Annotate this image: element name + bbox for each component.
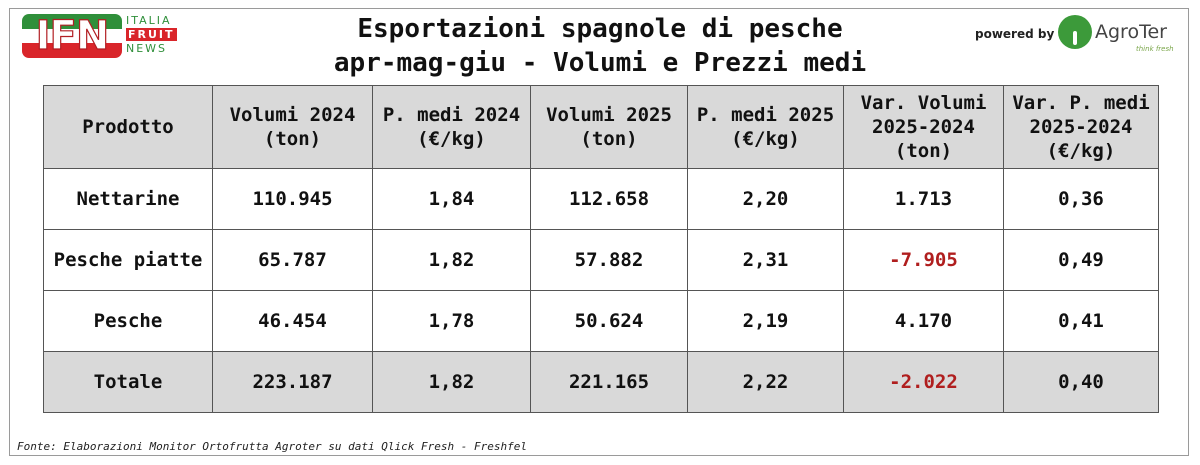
table-cell-negative: -2.022 bbox=[843, 351, 1004, 413]
column-header: Var. Volumi 2025-2024 (ton) bbox=[843, 85, 1004, 169]
column-header: Prodotto bbox=[43, 85, 213, 169]
table-cell: 65.787 bbox=[212, 229, 373, 291]
powered-by-label: powered by bbox=[975, 27, 1055, 41]
table-cell: 110.945 bbox=[212, 168, 373, 230]
product-cell: Pesche bbox=[43, 290, 213, 352]
title-line-2: apr-mag-giu - Volumi e Prezzi medi bbox=[333, 48, 867, 78]
table-cell: 221.165 bbox=[530, 351, 688, 413]
product-cell: Pesche piatte bbox=[43, 229, 213, 291]
ifn-logo: IFN ITALIA FRUIT NEWS bbox=[22, 14, 194, 58]
table-cell: 223.187 bbox=[212, 351, 373, 413]
page-title: Esportazioni spagnole di pesche apr-mag-… bbox=[250, 12, 950, 80]
table-cell-negative: -7.905 bbox=[843, 229, 1004, 291]
table-cell: 2,19 bbox=[687, 290, 844, 352]
table-cell: 0,49 bbox=[1003, 229, 1159, 291]
table-total-row: Totale 223.187 1,82 221.165 2,22 -2.022 … bbox=[43, 351, 1159, 413]
table-cell: 4.170 bbox=[843, 290, 1004, 352]
table-cell: 57.882 bbox=[530, 229, 688, 291]
column-header: P. medi 2024 (€/kg) bbox=[372, 85, 531, 169]
product-cell: Nettarine bbox=[43, 168, 213, 230]
table-cell: 0,41 bbox=[1003, 290, 1159, 352]
table-cell: 112.658 bbox=[530, 168, 688, 230]
column-header: P. medi 2025 (€/kg) bbox=[687, 85, 844, 169]
table-cell: 50.624 bbox=[530, 290, 688, 352]
column-header: Var. P. medi 2025-2024 (€/kg) bbox=[1003, 85, 1159, 169]
table-cell: 2,20 bbox=[687, 168, 844, 230]
table-row: Pesche piatte 65.787 1,82 57.882 2,31 -7… bbox=[43, 229, 1159, 291]
table-cell: 1,82 bbox=[372, 351, 531, 413]
table-cell: 1,84 bbox=[372, 168, 531, 230]
source-note: Fonte: Elaborazioni Monitor Ortofrutta A… bbox=[17, 440, 527, 453]
column-header: Volumi 2024 (ton) bbox=[212, 85, 373, 169]
table-row: Pesche 46.454 1,78 50.624 2,19 4.170 0,4… bbox=[43, 290, 1159, 352]
tree-icon bbox=[1058, 15, 1092, 49]
table-header-row: Prodotto Volumi 2024 (ton) P. medi 2024 (€… bbox=[43, 85, 1159, 169]
product-cell: Totale bbox=[43, 351, 213, 413]
table-row: Nettarine 110.945 1,84 112.658 2,20 1.71… bbox=[43, 168, 1159, 230]
ifn-logo-mark: IFN bbox=[22, 14, 122, 58]
table-cell: 2,31 bbox=[687, 229, 844, 291]
table-cell: 1.713 bbox=[843, 168, 1004, 230]
agroter-name: AgroTer bbox=[1095, 21, 1167, 43]
ifn-logo-letters: IFN bbox=[35, 14, 110, 58]
agroter-logo: AgroTer think fresh bbox=[1058, 15, 1182, 55]
page-frame bbox=[9, 8, 1189, 456]
ifn-logo-text: ITALIA FRUIT NEWS bbox=[126, 14, 196, 56]
table-cell: 1,82 bbox=[372, 229, 531, 291]
table-cell: 0,36 bbox=[1003, 168, 1159, 230]
agroter-tagline: think fresh bbox=[1136, 45, 1174, 53]
table-cell: 46.454 bbox=[212, 290, 373, 352]
ifn-logo-line2: FRUIT bbox=[126, 28, 177, 41]
export-table: Prodotto Volumi 2024 (ton) P. medi 2024 (€… bbox=[43, 85, 1159, 413]
table-cell: 1,78 bbox=[372, 290, 531, 352]
ifn-logo-line3: NEWS bbox=[126, 42, 168, 55]
table-cell: 2,22 bbox=[687, 351, 844, 413]
table-cell: 0,40 bbox=[1003, 351, 1159, 413]
ifn-logo-line1: ITALIA bbox=[126, 14, 172, 27]
column-header: Volumi 2025 (ton) bbox=[530, 85, 688, 169]
title-line-1: Esportazioni spagnole di pesche bbox=[357, 14, 843, 44]
